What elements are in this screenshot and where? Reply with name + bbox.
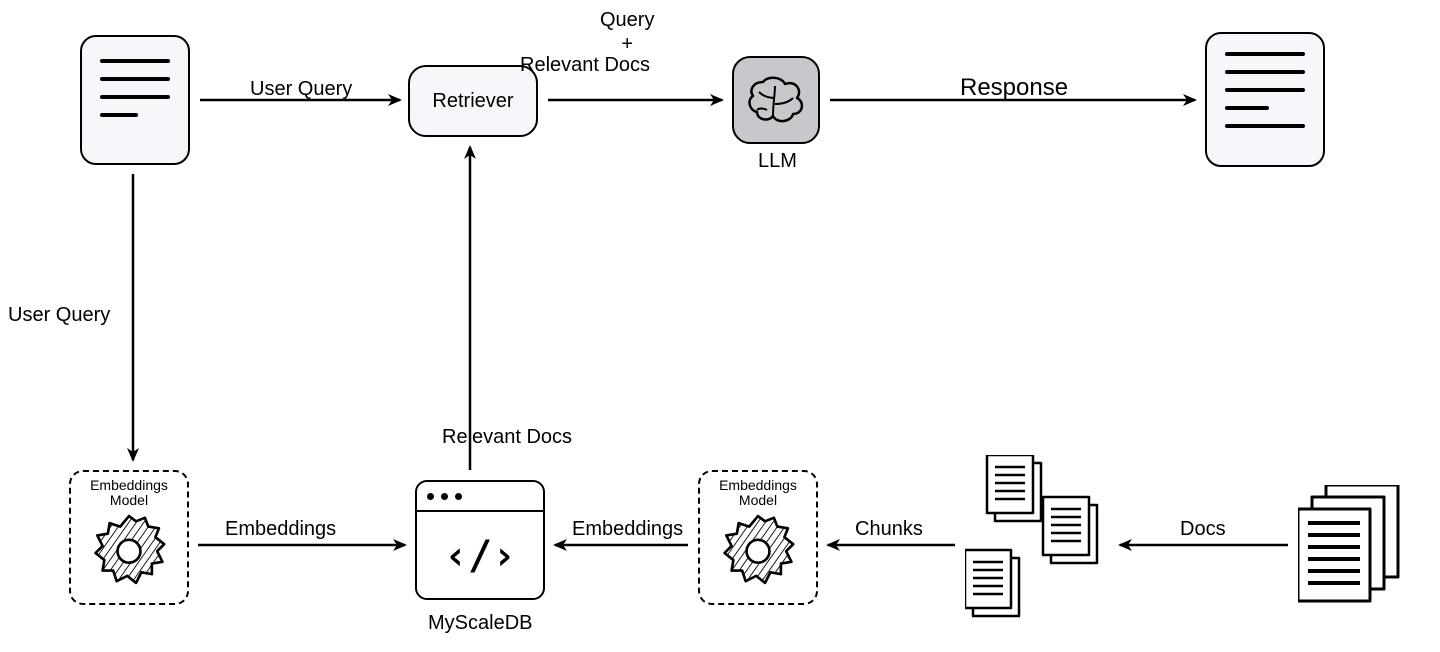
embeddings-model-right: Embeddings Model bbox=[698, 470, 818, 605]
edge-label-response: Response bbox=[960, 74, 1068, 102]
browser-dots-icon bbox=[417, 482, 543, 512]
response-document-icon bbox=[1205, 32, 1325, 167]
docs-stack-icon bbox=[1298, 485, 1408, 605]
brain-icon bbox=[745, 74, 807, 126]
edge-label-user-query-top: User Query bbox=[250, 78, 352, 101]
edge-label-line: Relevant Docs bbox=[520, 54, 650, 77]
gear-icon bbox=[714, 509, 802, 597]
edge-label-embeddings-right: Embeddings bbox=[572, 518, 683, 541]
embeddings-model-right-title: Embeddings Model bbox=[700, 478, 816, 509]
edge-label-docs: Docs bbox=[1180, 518, 1226, 541]
diagram-canvas: Retriever LLM Embeddings Model bbox=[0, 0, 1440, 652]
edge-label-embeddings-left: Embeddings bbox=[225, 518, 336, 541]
edge-label-chunks: Chunks bbox=[855, 518, 923, 541]
edge-label-line: Query bbox=[600, 8, 654, 32]
myscaledb-node: ‹/› bbox=[415, 480, 545, 600]
retriever-node: Retriever bbox=[408, 65, 538, 137]
embeddings-model-left: Embeddings Model bbox=[69, 470, 189, 605]
code-icon: ‹/› bbox=[417, 512, 543, 600]
chunks-documents-icon bbox=[965, 455, 1105, 620]
myscaledb-caption: MyScaleDB bbox=[428, 612, 532, 635]
query-document-icon bbox=[80, 35, 190, 165]
llm-caption: LLM bbox=[758, 150, 797, 173]
edge-label-relevant-docs: Relevant Docs bbox=[442, 426, 572, 449]
edge-label-user-query-left: User Query bbox=[8, 304, 110, 327]
edge-label-line: + bbox=[600, 32, 654, 56]
embeddings-model-left-title: Embeddings Model bbox=[71, 478, 187, 509]
llm-node bbox=[732, 56, 820, 144]
retriever-label: Retriever bbox=[432, 90, 513, 113]
edge-label-query-relevant-docs: Query + bbox=[600, 8, 654, 56]
gear-icon bbox=[85, 509, 173, 597]
